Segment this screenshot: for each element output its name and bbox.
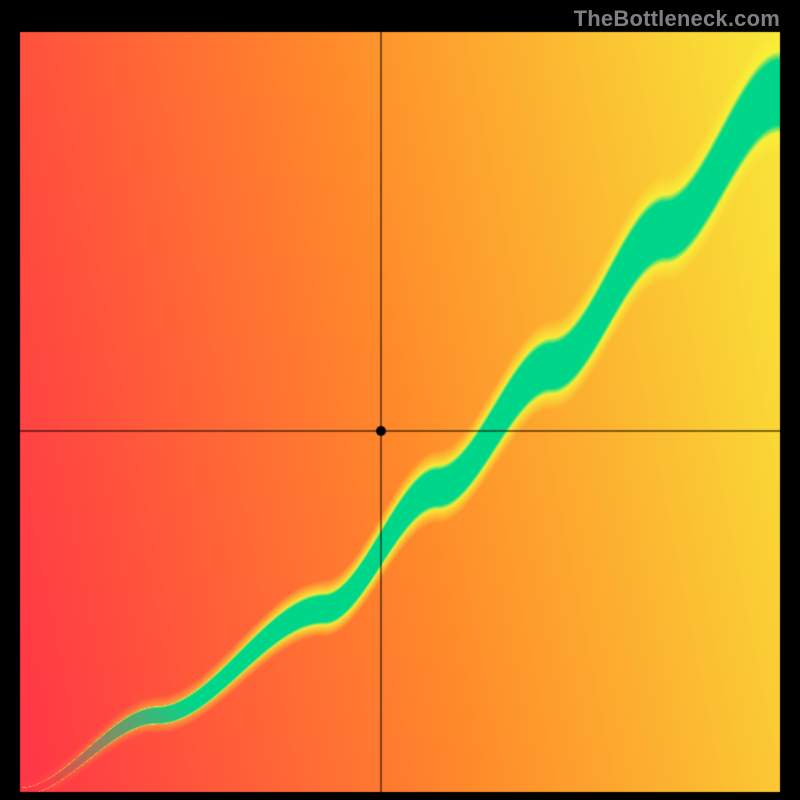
heatmap-canvas: [0, 0, 800, 800]
watermark-text: TheBottleneck.com: [574, 6, 780, 32]
heatmap-container: TheBottleneck.com: [0, 0, 800, 800]
